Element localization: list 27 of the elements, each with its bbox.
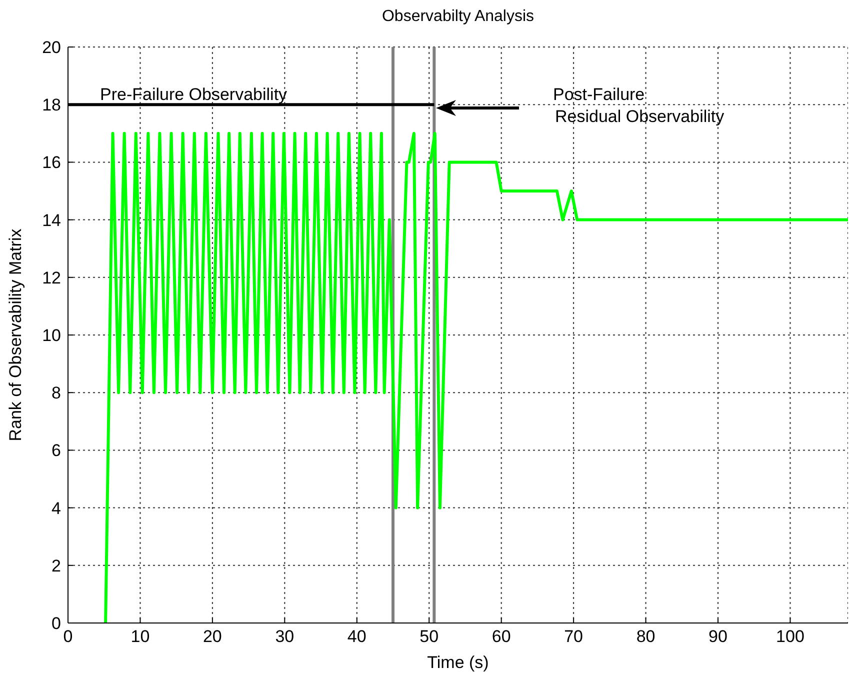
y-tick-label: 0 — [52, 614, 61, 634]
x-tick-label: 60 — [492, 627, 511, 646]
y-tick-label: 18 — [42, 96, 61, 115]
y-axis-title: Rank of Observability Matrix — [6, 228, 26, 442]
x-tick-label: 50 — [420, 627, 439, 646]
x-axis-title: Time (s) — [427, 653, 489, 672]
x-tick-label: 20 — [202, 627, 222, 646]
chart-title: Observabilty Analysis — [380, 8, 536, 26]
y-tick-label: 12 — [42, 268, 61, 288]
annotation: Post-Failure Residual Observability — [553, 84, 724, 128]
x-tick-label: 40 — [347, 627, 366, 646]
y-tick-label: 10 — [42, 326, 61, 346]
x-tick-label: 80 — [636, 627, 656, 646]
x-tick-label: 30 — [275, 627, 294, 646]
y-tick-label: 2 — [52, 556, 61, 576]
y-tick-label: 20 — [42, 38, 61, 58]
x-tick-label: 90 — [708, 627, 728, 646]
y-tick-label: 8 — [52, 384, 61, 403]
y-tick-label: 16 — [42, 153, 61, 172]
line-series — [104, 132, 848, 623]
annotation: Pre-Failure Observability — [100, 84, 288, 106]
y-tick-label: 4 — [52, 498, 61, 518]
y-tick-label: 14 — [42, 210, 61, 230]
x-tick-label: 10 — [130, 627, 150, 646]
x-tick-label: 100 — [776, 627, 804, 646]
x-tick-label: 70 — [564, 627, 584, 646]
y-tick-label: 6 — [52, 441, 61, 460]
